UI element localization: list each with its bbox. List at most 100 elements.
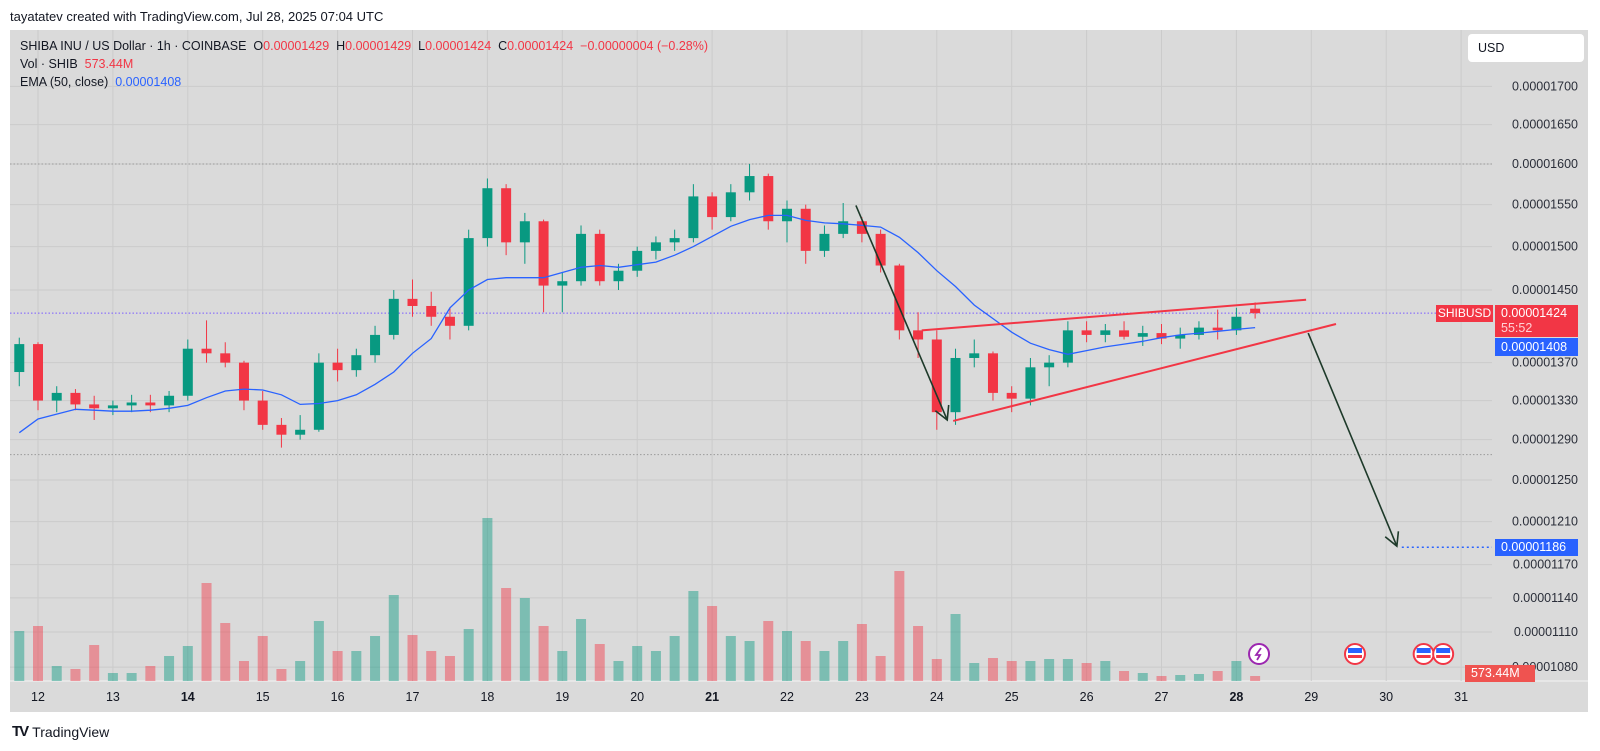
volume-bar bbox=[70, 669, 81, 681]
volume-bar bbox=[650, 651, 661, 681]
us-flag-event-icon bbox=[1343, 643, 1366, 665]
volume-bar bbox=[388, 595, 399, 681]
candle-body bbox=[594, 233, 605, 282]
candle-body bbox=[1044, 362, 1055, 368]
volume-bar bbox=[351, 651, 362, 681]
candle-body bbox=[201, 348, 212, 354]
legend-ohlc: SHIBA INU / US Dollar · 1h · COINBASE O0… bbox=[20, 39, 708, 53]
volume-bar bbox=[463, 629, 474, 681]
candle-body bbox=[987, 353, 998, 393]
candle-body bbox=[444, 316, 455, 326]
time-tick-label: 19 bbox=[555, 690, 569, 704]
volume-bar bbox=[894, 571, 905, 681]
candle-body bbox=[519, 221, 530, 243]
volume-bar bbox=[89, 645, 100, 681]
candle-body bbox=[1231, 316, 1242, 331]
candle-body bbox=[238, 362, 249, 401]
high-label: H bbox=[336, 39, 346, 53]
volume-bar bbox=[838, 641, 849, 681]
tradingview-logo-icon: TV bbox=[12, 723, 29, 740]
last-price-value: 0.00001424 bbox=[1501, 306, 1568, 320]
grid bbox=[10, 30, 1588, 682]
candle-body bbox=[407, 298, 418, 306]
us-flag-event-icon bbox=[1412, 643, 1435, 665]
volume-bar bbox=[576, 619, 587, 681]
volume-value: 573.44M bbox=[84, 57, 134, 71]
ema-price-label: 0.00001408 bbox=[1495, 338, 1578, 356]
candle-body bbox=[1100, 330, 1111, 335]
low-label: L bbox=[418, 39, 426, 53]
us-flag-stripe bbox=[1347, 655, 1362, 658]
candle-body bbox=[1250, 308, 1261, 314]
candle-body bbox=[950, 357, 961, 413]
us-flag-canton bbox=[1436, 648, 1451, 653]
volume-bar bbox=[1250, 676, 1261, 681]
volume-bar bbox=[1081, 663, 1092, 681]
candle-body bbox=[669, 238, 680, 243]
candle-body bbox=[856, 221, 867, 234]
tradingview-logo[interactable]: TV TradingView bbox=[12, 723, 109, 740]
us-flag-stripe bbox=[1436, 655, 1451, 658]
candle-body bbox=[295, 429, 306, 435]
candle-body bbox=[875, 233, 886, 266]
volume-bars bbox=[14, 518, 1261, 681]
price-tick-label: 0.00001600 bbox=[1512, 157, 1578, 171]
price-tick-label: 0.00001210 bbox=[1512, 515, 1578, 529]
candle-body bbox=[313, 362, 324, 430]
arrow-down-2 bbox=[1307, 332, 1398, 547]
volume-bar bbox=[276, 669, 287, 681]
volume-bar bbox=[257, 636, 268, 681]
price-tick-label: 0.00001110 bbox=[1514, 625, 1578, 639]
volume-bar bbox=[1212, 671, 1223, 681]
time-tick-label: 14 bbox=[181, 690, 195, 704]
volume-bar bbox=[201, 583, 212, 681]
time-tick-label: 28 bbox=[1229, 690, 1243, 704]
candle-body bbox=[370, 334, 381, 356]
candle-body bbox=[744, 176, 755, 193]
price-tick-label: 0.00001140 bbox=[1513, 591, 1578, 605]
time-tick-label: 23 bbox=[855, 690, 869, 704]
time-tick-label: 22 bbox=[780, 690, 794, 704]
candle-body bbox=[14, 344, 25, 373]
ticker-label: SHIBUSD bbox=[1436, 305, 1493, 322]
volume-bar bbox=[913, 626, 924, 681]
candle-body bbox=[838, 221, 849, 234]
candle-body bbox=[257, 400, 268, 425]
tradingview-brand: TradingView bbox=[32, 723, 110, 740]
candle-body bbox=[351, 355, 362, 371]
symbol-title[interactable]: SHIBA INU / US Dollar · 1h · COINBASE bbox=[20, 39, 247, 53]
time-tick-label: 20 bbox=[630, 690, 644, 704]
price-tick-label: 0.00001450 bbox=[1512, 283, 1578, 297]
volume-bar bbox=[145, 666, 156, 681]
drawings bbox=[855, 205, 1492, 549]
us-flag-canton bbox=[1416, 648, 1431, 653]
volume-bar bbox=[407, 635, 418, 681]
candle-body bbox=[1212, 327, 1223, 331]
candle-body bbox=[482, 188, 493, 239]
volume-bar bbox=[220, 623, 231, 681]
candle-body bbox=[538, 221, 549, 286]
legend-volume[interactable]: Vol · SHIB 573.44M bbox=[20, 57, 133, 71]
price-tick-label: 0.00001290 bbox=[1512, 433, 1578, 447]
currency-button[interactable]: USD bbox=[1468, 34, 1584, 62]
event-markers bbox=[1248, 643, 1455, 665]
candle-body bbox=[164, 395, 175, 406]
volume-bar bbox=[987, 658, 998, 681]
candle-body bbox=[650, 242, 661, 251]
candle-body bbox=[800, 208, 811, 251]
candle-body bbox=[688, 196, 699, 239]
trendline-lower bbox=[952, 323, 1337, 422]
ema-line bbox=[18, 214, 1256, 434]
candle-body bbox=[707, 196, 718, 218]
volume-bar bbox=[1137, 673, 1148, 681]
candle-body bbox=[70, 392, 81, 405]
legend-ema[interactable]: EMA (50, close) 0.00001408 bbox=[20, 75, 181, 89]
candle-body bbox=[33, 344, 43, 401]
ema-value: 0.00001408 bbox=[115, 75, 182, 89]
volume-bar bbox=[950, 614, 961, 681]
volume-bar bbox=[1062, 659, 1073, 681]
lightning-event-icon bbox=[1248, 643, 1271, 665]
time-tick-label: 27 bbox=[1155, 690, 1169, 704]
candle-body bbox=[276, 424, 287, 435]
